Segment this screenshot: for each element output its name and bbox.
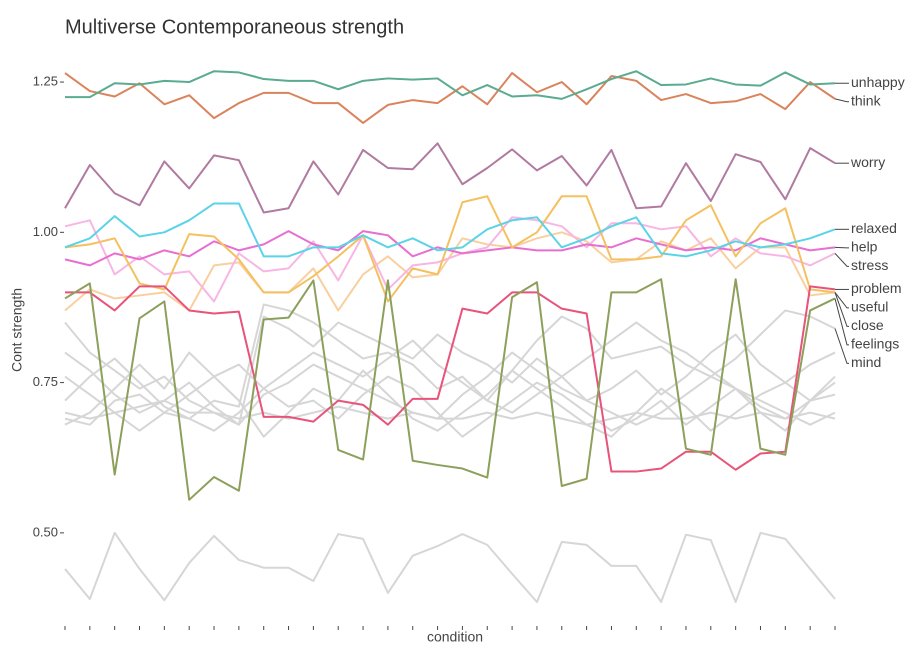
x-axis-label: condition [427,629,483,645]
line-series [65,70,836,100]
y-tick-label: 0.50 [33,524,58,539]
y-tick-label: 1.25 [33,73,58,88]
chart-title: Multiverse Contemporaneous strength [65,16,404,38]
line-series [64,315,836,426]
line-series [64,321,836,432]
line-series [64,321,836,426]
line-series [64,531,836,603]
line-series [64,231,836,312]
line-series [65,285,836,473]
y-tick-label: 1.00 [33,224,58,239]
label-leader [834,292,849,327]
line-series [64,399,836,426]
line-series [64,72,836,124]
line-series [64,142,836,214]
legend-label: mind [851,354,881,370]
label-leader [834,98,849,103]
legend-label: think [851,92,882,108]
line-series [64,303,836,426]
label-leader [834,292,849,309]
legend-label: feelings [851,336,899,352]
line-series [64,351,836,438]
legend-label: help [851,239,878,255]
legend-label: relaxed [851,220,897,236]
line-series [64,195,836,303]
line-series [64,363,836,438]
label-leader [834,328,849,364]
legend-label: useful [851,299,888,315]
legend-label: close [851,317,884,333]
line-series [64,278,836,501]
label-leader [834,253,849,267]
y-axis-label: Cont strength [9,288,25,372]
legend-label: stress [851,257,888,273]
y-tick-label: 0.75 [33,374,58,389]
label-leader [834,298,849,346]
line-series [64,202,836,258]
line-series [64,216,836,303]
legend-label: problem [851,280,902,296]
legend-label: unhappy [851,74,905,90]
line-series [64,230,836,267]
legend-label: worry [850,154,885,170]
